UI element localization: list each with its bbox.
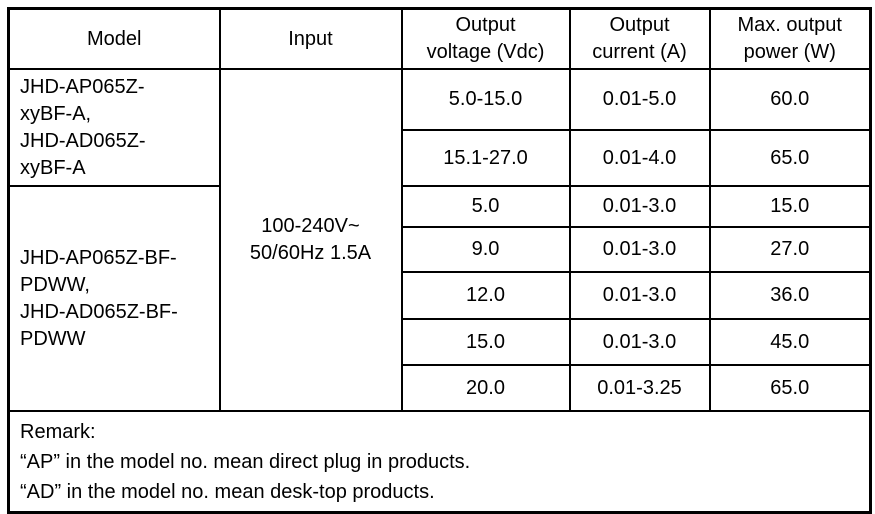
current-cell: 0.01-3.25 (568, 364, 711, 412)
remark-line-2: “AD” in the model no. mean desk-top prod… (20, 481, 435, 503)
current-cell: 0.01-3.0 (568, 185, 711, 228)
voltage-cell: 5.0-15.0 (400, 68, 571, 131)
table-row: 15.1-27.0 0.01-4.0 65.0 (9, 129, 872, 187)
col-header-max-power: Max. output power (W) (708, 7, 872, 70)
remark-cell: Remark: “AP” in the model no. mean direc… (7, 410, 872, 514)
model-group-2-cell: JHD-AP065Z-BF- PDWW, JHD-AD065Z-BF- PDWW (7, 185, 221, 412)
power-cell: 65.0 (708, 129, 872, 187)
current-cell: 0.01-3.0 (568, 226, 711, 273)
voltage-cell: 20.0 (400, 364, 571, 412)
power-cell: 15.0 (708, 185, 872, 228)
power-cell: 60.0 (708, 68, 872, 131)
model-group-1-cell: JHD-AP065Z- xyBF-A, JHD-AD065Z- xyBF-A (7, 68, 221, 187)
power-cell: 36.0 (708, 271, 872, 320)
power-cell: 65.0 (708, 364, 872, 412)
table-row: 15.0 0.01-3.0 45.0 (9, 318, 872, 366)
remark-line-1: “AP” in the model no. mean direct plug i… (20, 451, 471, 473)
col-header-output-voltage: Output voltage (Vdc) (400, 7, 571, 70)
current-cell: 0.01-4.0 (568, 129, 711, 187)
table-row: 9.0 0.01-3.0 27.0 (9, 226, 872, 273)
power-cell: 45.0 (708, 318, 872, 366)
col-header-output-current: Output current (A) (568, 7, 711, 70)
table-row: JHD-AP065Z-BF- PDWW, JHD-AD065Z-BF- PDWW… (7, 185, 872, 412)
voltage-cell: 9.0 (400, 226, 571, 273)
header-row: Model Input Output voltage (Vdc) Output … (7, 7, 872, 70)
voltage-cell: 12.0 (400, 271, 571, 320)
voltage-cell: 5.0 (400, 185, 571, 228)
power-cell: 27.0 (708, 226, 872, 273)
col-header-input: Input (218, 7, 403, 70)
table-row: JHD-AP065Z- xyBF-A, JHD-AD065Z- xyBF-A 1… (7, 68, 872, 412)
col-header-model: Model (7, 7, 221, 70)
table-row: 12.0 0.01-3.0 36.0 (9, 271, 872, 320)
table-row: 20.0 0.01-3.25 65.0 (9, 364, 872, 412)
voltage-cell: 15.0 (400, 318, 571, 366)
current-cell: 0.01-5.0 (568, 68, 711, 131)
spec-table: Model Input Output voltage (Vdc) Output … (7, 7, 872, 514)
input-spec-cell: 100-240V~ 50/60Hz 1.5A (218, 68, 403, 412)
current-cell: 0.01-3.0 (568, 271, 711, 320)
remark-title: Remark: (20, 421, 96, 443)
remark-row: Remark: “AP” in the model no. mean direc… (7, 410, 872, 514)
voltage-cell: 15.1-27.0 (400, 129, 571, 187)
current-cell: 0.01-3.0 (568, 318, 711, 366)
